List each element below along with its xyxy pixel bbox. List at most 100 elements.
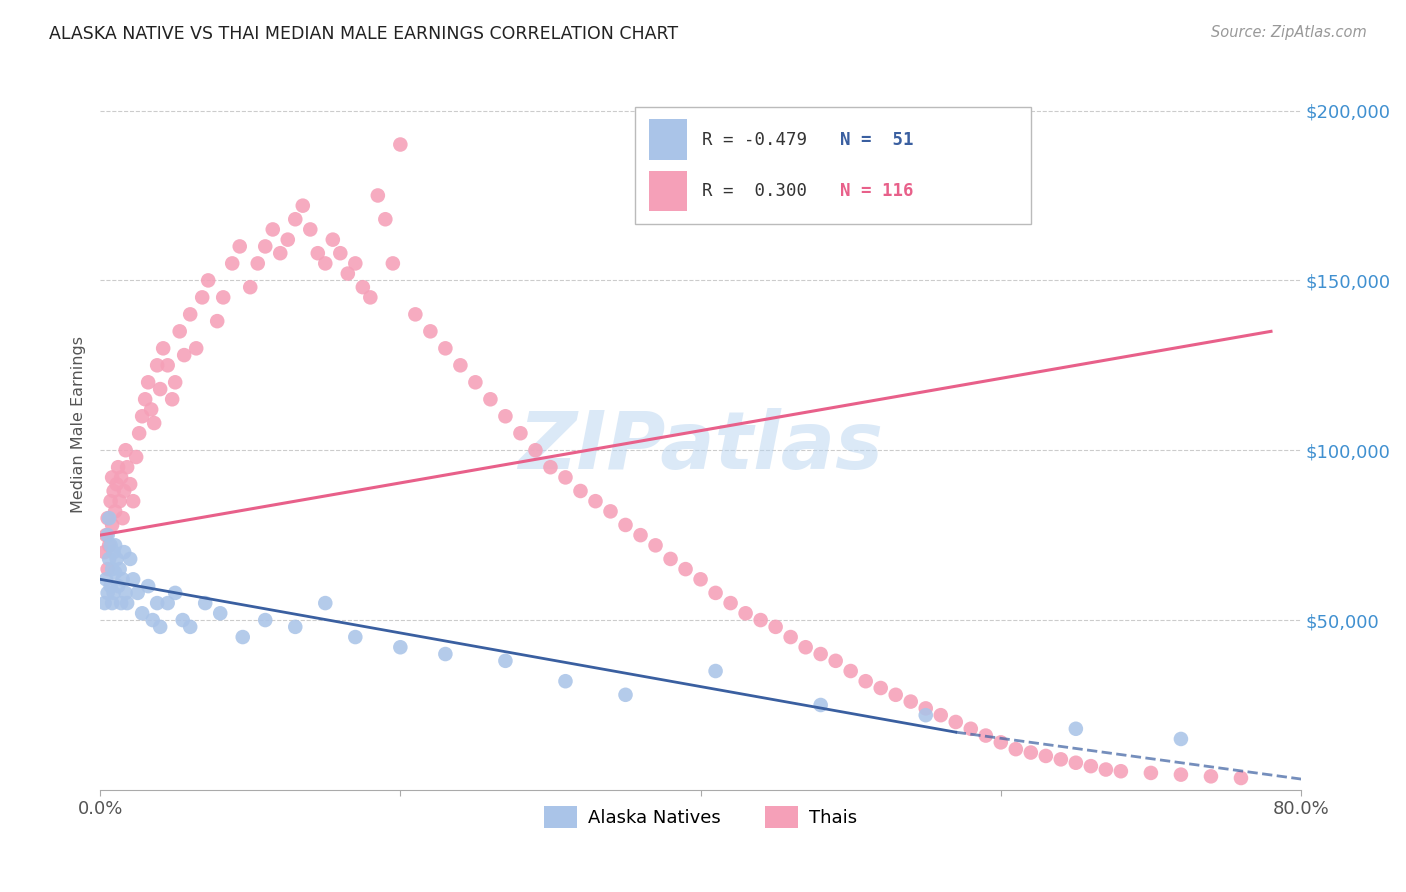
Point [191, 290, 214, 304]
Point [209, 607, 232, 621]
Point [194, 596, 217, 610]
Point [212, 290, 235, 304]
Point [172, 613, 194, 627]
Point [494, 654, 516, 668]
Point [160, 392, 183, 407]
Point [1080, 759, 1102, 773]
Point [111, 572, 134, 586]
Point [734, 607, 756, 621]
Point [464, 376, 486, 390]
Point [869, 681, 891, 695]
Point [299, 222, 322, 236]
Point [110, 470, 132, 484]
Point [509, 426, 531, 441]
Point [291, 199, 314, 213]
Point [945, 714, 967, 729]
Point [449, 359, 471, 373]
Point [149, 620, 172, 634]
Point [614, 518, 637, 533]
Point [554, 470, 576, 484]
Point [569, 483, 592, 498]
Point [125, 450, 148, 464]
Point [307, 246, 329, 260]
Point [142, 613, 165, 627]
Point [105, 552, 128, 566]
Point [101, 562, 124, 576]
Point [779, 630, 801, 644]
Point [107, 579, 129, 593]
Point [232, 630, 254, 644]
Legend: Alaska Natives, Thais: Alaska Natives, Thais [537, 799, 865, 836]
Point [359, 290, 381, 304]
Point [115, 460, 138, 475]
Point [1095, 763, 1118, 777]
Point [900, 695, 922, 709]
Point [136, 376, 159, 390]
Point [103, 545, 125, 559]
Point [704, 664, 727, 678]
Point [156, 596, 179, 610]
Point [94, 572, 117, 586]
Point [239, 280, 262, 294]
FancyBboxPatch shape [650, 120, 688, 160]
Point [97, 511, 120, 525]
Point [540, 460, 562, 475]
Point [173, 348, 195, 362]
Point [329, 246, 352, 260]
Point [98, 511, 121, 525]
Point [419, 324, 441, 338]
Point [103, 586, 125, 600]
Point [165, 376, 187, 390]
Point [614, 688, 637, 702]
Point [229, 239, 252, 253]
Point [1199, 769, 1222, 783]
Point [720, 596, 742, 610]
Point [112, 545, 135, 559]
Point [254, 613, 277, 627]
Point [1109, 764, 1132, 779]
Point [156, 359, 179, 373]
Point [322, 233, 344, 247]
Point [479, 392, 502, 407]
Point [114, 443, 136, 458]
Point [352, 280, 374, 294]
Point [103, 483, 125, 498]
Point [221, 256, 243, 270]
Point [381, 256, 404, 270]
Point [839, 664, 862, 678]
Point [644, 538, 666, 552]
Point [434, 342, 457, 356]
Point [974, 729, 997, 743]
Point [205, 314, 228, 328]
Point [131, 607, 153, 621]
Point [524, 443, 547, 458]
Point [959, 722, 981, 736]
Point [284, 212, 307, 227]
Point [97, 586, 120, 600]
Point [262, 222, 284, 236]
Point [990, 735, 1012, 749]
Point [246, 256, 269, 270]
Point [765, 620, 787, 634]
Point [599, 504, 621, 518]
Point [374, 212, 396, 227]
Point [1064, 722, 1087, 736]
Point [143, 416, 166, 430]
Point [120, 477, 142, 491]
Point [1140, 766, 1163, 780]
Point [101, 470, 124, 484]
Point [554, 674, 576, 689]
Point [494, 409, 516, 424]
Point [93, 596, 115, 610]
Point [197, 273, 219, 287]
Point [404, 307, 426, 321]
Point [115, 596, 138, 610]
Point [97, 528, 120, 542]
Point [689, 572, 711, 586]
Point [131, 409, 153, 424]
Point [104, 538, 127, 552]
Text: N = 116: N = 116 [839, 182, 914, 200]
Point [128, 426, 150, 441]
Point [314, 256, 336, 270]
Text: R =  0.300: R = 0.300 [702, 182, 807, 200]
